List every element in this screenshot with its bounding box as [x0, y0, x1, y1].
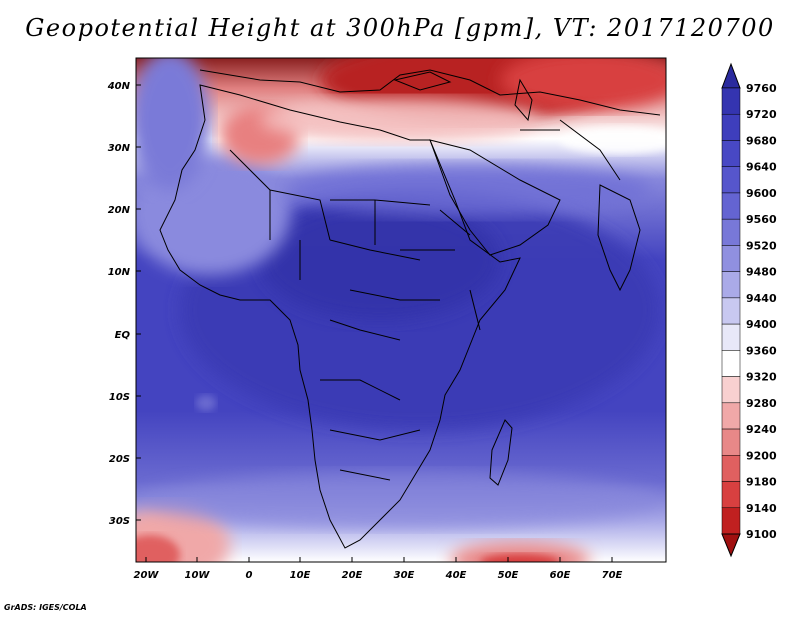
colorbar-segment — [721, 481, 741, 509]
lon-label: 10E — [290, 570, 311, 581]
colorbar-segment — [721, 87, 741, 115]
colorbar-segment — [721, 350, 741, 377]
lat-label: 40N — [107, 81, 131, 92]
colorbar-label: 9440 — [746, 292, 777, 305]
lon-label: 40E — [445, 570, 467, 581]
lat-label: 20N — [108, 205, 131, 216]
colorbar-label: 9560 — [746, 213, 777, 226]
colorbar-segment — [721, 218, 741, 246]
colorbar-segment — [721, 323, 741, 351]
grads-credit: GrADS: IGES/COLA — [4, 603, 87, 612]
colorbar-label: 9360 — [746, 344, 777, 357]
colorbar-label: 9180 — [746, 476, 777, 489]
colorbar-segment — [721, 455, 741, 482]
colorbar-label: 9200 — [746, 449, 777, 462]
colorbar-segment — [721, 192, 741, 220]
colorbar-label: 9480 — [746, 266, 777, 279]
lat-label: 10N — [108, 267, 131, 278]
colorbar-segment — [721, 271, 741, 299]
lat-axis: 40N 30N 20N 10N EQ 10S 20S 30S — [107, 81, 141, 527]
colorbar: 9760 9720 9680 9640 9600 9560 9520 9480 9440 9400… — [721, 62, 777, 558]
lat-label: 20S — [109, 454, 130, 465]
colorbar-label: 9400 — [746, 318, 777, 331]
colorbar-segment — [721, 166, 741, 194]
colorbar-label: 9280 — [746, 397, 777, 410]
colorbar-segment — [721, 245, 741, 272]
lat-label: 10S — [109, 392, 130, 403]
colorbar-segment — [721, 428, 741, 456]
colorbar-label: 9140 — [746, 502, 777, 515]
lon-label: 20W — [134, 570, 160, 581]
colorbar-segment — [721, 297, 741, 325]
lon-label: 30E — [394, 570, 415, 581]
colorbar-label: 9100 — [746, 528, 777, 541]
colorbar-bottom-arrow — [721, 533, 741, 558]
colorbar-label: 9640 — [746, 161, 777, 174]
colorbar-label: 9320 — [746, 371, 777, 384]
coastlines — [159, 69, 661, 549]
colorbar-segment — [721, 113, 741, 141]
colorbar-label: 9720 — [746, 108, 777, 121]
colorbar-segment — [721, 376, 741, 404]
lon-label: 10W — [185, 570, 211, 581]
lon-label: 60E — [550, 570, 571, 581]
lon-label: 70E — [602, 570, 623, 581]
lon-label: 20E — [342, 570, 363, 581]
colorbar-label: 9240 — [746, 423, 777, 436]
colorbar-segment — [721, 402, 741, 430]
colorbar-label: 9680 — [746, 134, 777, 147]
map-frame — [135, 57, 667, 563]
height-field — [136, 58, 666, 562]
colorbar-label: 9600 — [746, 187, 777, 200]
colorbar-label: 9520 — [746, 239, 777, 252]
lon-axis: 20W 10W 0 10E 20E 30E 40E 50E 60E 70E — [134, 557, 623, 581]
lat-label: EQ — [115, 330, 131, 341]
colorbar-segment — [721, 140, 741, 167]
lon-label: 50E — [498, 570, 519, 581]
colorbar-label: 9760 — [746, 82, 777, 95]
lat-label: 30S — [109, 516, 130, 527]
map-title: Geopotential Height at 300hPa [gpm], VT:… — [25, 14, 775, 42]
lon-label: 0 — [246, 570, 253, 581]
lat-label: 30N — [108, 143, 131, 154]
colorbar-top-arrow — [721, 62, 741, 89]
colorbar-segment — [721, 507, 741, 535]
